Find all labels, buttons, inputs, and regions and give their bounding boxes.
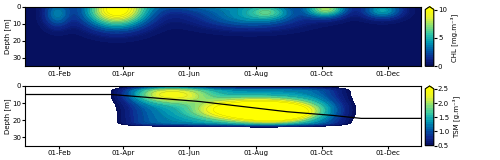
- Y-axis label: CHL [mg.m⁻³]: CHL [mg.m⁻³]: [450, 14, 458, 62]
- Y-axis label: Depth [m]: Depth [m]: [4, 19, 11, 54]
- Y-axis label: Depth [m]: Depth [m]: [4, 98, 11, 134]
- PathPatch shape: [426, 7, 434, 9]
- PathPatch shape: [426, 86, 434, 89]
- Y-axis label: TSM [g.m⁻³]: TSM [g.m⁻³]: [452, 96, 460, 138]
